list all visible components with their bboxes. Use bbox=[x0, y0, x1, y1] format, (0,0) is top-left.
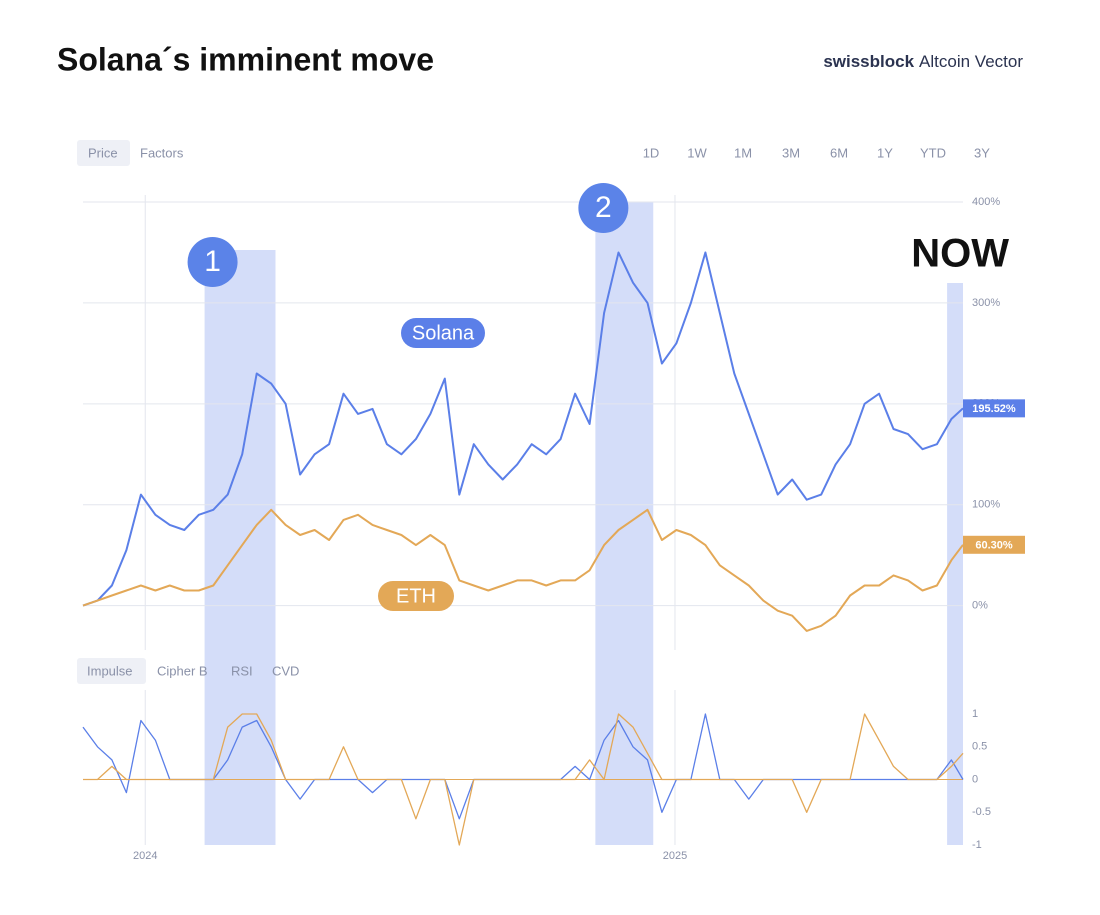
brand-product: Altcoin Vector bbox=[919, 52, 1023, 71]
y-tick-label: -0.5 bbox=[972, 806, 991, 818]
tab-active-bg bbox=[77, 658, 146, 684]
range-tab[interactable]: 6M bbox=[830, 145, 848, 160]
end-label: 195.52% bbox=[972, 403, 1016, 415]
range-tab[interactable]: 1M bbox=[734, 145, 752, 160]
band-label: 1 bbox=[204, 245, 221, 278]
legend-label: Solana bbox=[412, 322, 475, 344]
series-line bbox=[82, 251, 964, 607]
y-tick-label: -1 bbox=[972, 839, 982, 851]
y-tick-label: 1 bbox=[972, 708, 978, 720]
band-badge bbox=[187, 237, 238, 287]
y-tick-label: 0 bbox=[972, 773, 978, 785]
legend-pill bbox=[401, 318, 485, 348]
tab-active-bg bbox=[77, 140, 130, 166]
range-tab[interactable]: 3M bbox=[782, 145, 800, 160]
indicator-tab[interactable]: Impulse bbox=[87, 663, 133, 678]
band-label: NOW bbox=[911, 232, 1009, 276]
x-tick-label: 2025 bbox=[663, 850, 687, 862]
end-label-bg bbox=[963, 399, 1025, 418]
y-tick-label: 0% bbox=[972, 600, 988, 612]
price-tab[interactable]: Factors bbox=[140, 145, 184, 160]
price-tab[interactable]: Price bbox=[88, 145, 118, 160]
band-label: 2 bbox=[595, 191, 612, 224]
range-tab[interactable]: YTD bbox=[920, 145, 946, 160]
band-badge bbox=[578, 183, 629, 233]
legend-pill bbox=[378, 581, 454, 611]
indicator-tab[interactable]: CVD bbox=[272, 663, 299, 678]
series-line bbox=[83, 713, 964, 846]
indicator-tab[interactable]: Cipher B bbox=[157, 663, 208, 678]
range-tab[interactable]: 1W bbox=[687, 145, 707, 160]
series-line bbox=[82, 508, 964, 632]
brand: swissblock Altcoin Vector bbox=[823, 52, 1023, 71]
legend-label: ETH bbox=[396, 585, 436, 607]
y-tick-label: 100% bbox=[972, 499, 1000, 511]
brand-name: swissblock bbox=[823, 52, 914, 71]
highlight-band bbox=[947, 283, 963, 845]
x-tick-label: 2024 bbox=[133, 850, 157, 862]
y-tick-label: 400% bbox=[972, 196, 1000, 208]
range-tab[interactable]: 1D bbox=[643, 145, 660, 160]
indicator-tab[interactable]: RSI bbox=[231, 663, 253, 678]
y-tick-label: 300% bbox=[972, 297, 1000, 309]
end-label: 60.30% bbox=[975, 540, 1013, 552]
range-tab[interactable]: 1Y bbox=[877, 145, 893, 160]
title: Solana´s imminent move bbox=[57, 41, 434, 77]
range-tab[interactable]: 3Y bbox=[974, 145, 990, 160]
end-label-bg bbox=[963, 535, 1025, 554]
y-tick-label: 0.5 bbox=[972, 741, 987, 753]
